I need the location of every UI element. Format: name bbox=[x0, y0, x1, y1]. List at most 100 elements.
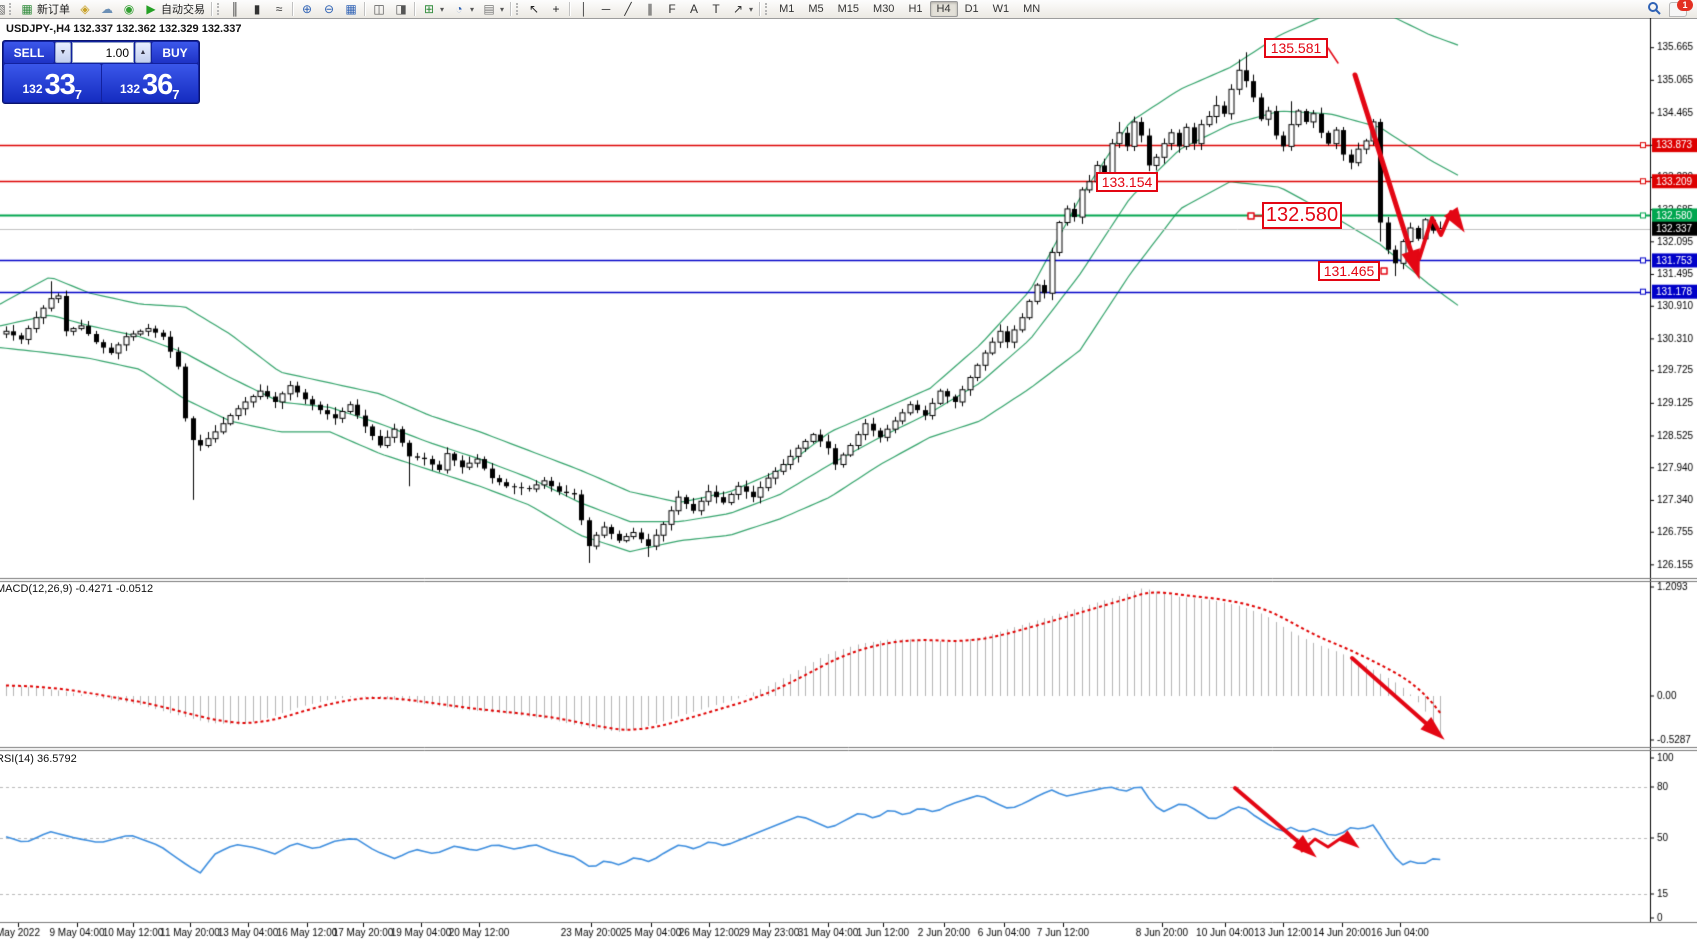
timeframe-MN[interactable]: MN bbox=[1023, 3, 1041, 15]
fibonacci-button[interactable]: F bbox=[661, 0, 683, 18]
autotrading-icon: ▶ bbox=[146, 2, 156, 16]
new-order-button[interactable]: ▦ 新订单 bbox=[16, 0, 74, 19]
horizontal-line-button[interactable]: ─ bbox=[595, 0, 617, 18]
buy-button[interactable]: BUY bbox=[152, 42, 198, 63]
template-icon: ▤ bbox=[483, 2, 495, 16]
macd-indicator-label: MACD(12,26,9) -0.4271 -0.0512 bbox=[0, 583, 154, 595]
label-button[interactable]: T bbox=[705, 0, 727, 18]
add-indicator-icon: ⊞ bbox=[423, 2, 435, 16]
buy-price-sup: 7 bbox=[172, 87, 180, 102]
dropdown-caret-icon[interactable]: ▾ bbox=[749, 4, 754, 14]
horizontal-line-icon: ─ bbox=[601, 2, 611, 16]
bar-chart-button[interactable]: ║ bbox=[224, 0, 246, 18]
market-watch-icon: ◉ bbox=[123, 2, 135, 16]
text-button[interactable]: A bbox=[683, 0, 705, 18]
timeframe-M15[interactable]: M15 bbox=[837, 3, 860, 15]
timeframe-M30[interactable]: M30 bbox=[873, 3, 895, 15]
chart-shift-button[interactable]: ◨ bbox=[390, 0, 412, 18]
cursor-button[interactable]: ↖ bbox=[523, 0, 545, 18]
one-click-trading-panel: SELL ▼ 1.00 ▲ BUY 132 33 7 132 36 7 bbox=[2, 40, 200, 104]
template-button[interactable]: ▤ ▾ bbox=[478, 0, 508, 18]
sell-price-sup: 7 bbox=[74, 87, 83, 102]
buy-price-small: 132 bbox=[119, 82, 141, 96]
toolbar-drag-handle bbox=[516, 3, 521, 15]
label-icon: T bbox=[712, 2, 720, 16]
toolbar-separator bbox=[292, 2, 294, 16]
messages-icon[interactable]: 1 bbox=[1669, 0, 1693, 17]
trendline-icon: ╱ bbox=[624, 2, 632, 16]
zoom-out-icon: ⊖ bbox=[323, 2, 335, 16]
timeframe-D1[interactable]: D1 bbox=[964, 3, 979, 15]
line-chart-button[interactable]: ≈ bbox=[268, 0, 290, 18]
fibonacci-icon: F bbox=[668, 2, 676, 16]
autotrading-button[interactable]: ▶ 自动交易 bbox=[140, 0, 209, 19]
timeframe-H1[interactable]: H1 bbox=[908, 3, 923, 15]
sell-price-small: 132 bbox=[22, 82, 43, 96]
dropdown-caret-icon[interactable]: ▾ bbox=[500, 4, 505, 14]
toolbar-separator bbox=[211, 2, 213, 16]
toolbar-separator bbox=[510, 2, 513, 16]
autotrading-label: 自动交易 bbox=[161, 4, 205, 16]
channel-icon: ∥ bbox=[647, 2, 654, 16]
timeframe-W1[interactable]: W1 bbox=[992, 3, 1010, 15]
timeframe-M5[interactable]: M5 bbox=[808, 3, 824, 15]
crosshair-icon: + bbox=[552, 2, 560, 16]
period-button[interactable]: ◔ ▾ bbox=[448, 0, 478, 18]
volume-down-button[interactable]: ▼ bbox=[55, 42, 71, 63]
volume-stepper: ▼ 1.00 ▲ bbox=[55, 42, 151, 63]
main-toolbar: ▧▦新订单◈☁◉▶自动交易║▮≈⊕⊖▦◫◨⊞▾◔▾▤▾↖+│─╱∥FAT↗▾M1… bbox=[0, 0, 1697, 19]
sponge-icon: ◈ bbox=[80, 2, 90, 16]
new-order-icon: ▦ bbox=[21, 2, 33, 16]
toolbar-drag-handle bbox=[765, 3, 770, 15]
chart-title: USDJPY-,H4 132.337 132.362 132.329 132.3… bbox=[6, 23, 242, 35]
add-indicator-button[interactable]: ⊞ ▾ bbox=[418, 0, 448, 18]
bar-chart-icon: ║ bbox=[230, 2, 240, 16]
text-icon: A bbox=[690, 2, 699, 16]
vertical-line-icon: │ bbox=[580, 2, 588, 16]
zoom-out-button[interactable]: ⊖ bbox=[318, 0, 340, 18]
tile-windows-button[interactable]: ▦ bbox=[340, 0, 362, 18]
chart-canvas[interactable] bbox=[0, 18, 1697, 945]
auto-scroll-icon: ◫ bbox=[373, 2, 385, 16]
toolbar-separator bbox=[759, 2, 762, 16]
candlestick-chart-button[interactable]: ▮ bbox=[246, 0, 268, 18]
chart-shift-icon: ◨ bbox=[395, 2, 407, 16]
toolbar-drag-handle bbox=[217, 3, 222, 15]
rsi-indicator-label: RSI(14) 36.5792 bbox=[0, 753, 77, 765]
new-order-label: 新订单 bbox=[37, 4, 70, 16]
notification-badge: 1 bbox=[1677, 0, 1693, 11]
line-chart-icon: ≈ bbox=[275, 2, 283, 16]
market-watch-button[interactable]: ◉ bbox=[118, 0, 140, 18]
metaeditor-icon: ☁ bbox=[101, 2, 113, 16]
toolbar-right-group: 1 bbox=[1647, 0, 1697, 18]
cut-icon: ▧ bbox=[0, 2, 7, 16]
toolbar-drag-handle bbox=[9, 3, 14, 15]
search-icon[interactable] bbox=[1647, 1, 1661, 18]
sell-price-button[interactable]: 132 33 7 bbox=[4, 64, 101, 102]
timeframe-H4[interactable]: H4 bbox=[929, 1, 958, 17]
auto-scroll-button[interactable]: ◫ bbox=[368, 0, 390, 18]
vertical-line-button[interactable]: │ bbox=[573, 0, 595, 18]
dropdown-caret-icon[interactable]: ▾ bbox=[470, 4, 475, 14]
volume-field[interactable]: 1.00 bbox=[72, 42, 134, 63]
shapes-button[interactable]: ↗ ▾ bbox=[727, 0, 757, 18]
shapes-icon: ↗ bbox=[733, 2, 744, 16]
timeframe-M1[interactable]: M1 bbox=[779, 3, 795, 15]
toolbar-separator bbox=[414, 2, 416, 16]
tile-windows-icon: ▦ bbox=[345, 2, 357, 16]
cursor-icon: ↖ bbox=[529, 2, 540, 16]
dropdown-caret-icon[interactable]: ▾ bbox=[440, 4, 445, 14]
zoom-in-button[interactable]: ⊕ bbox=[296, 0, 318, 18]
volume-up-button[interactable]: ▲ bbox=[135, 42, 151, 63]
sell-button[interactable]: SELL bbox=[4, 42, 54, 63]
trendline-button[interactable]: ╱ bbox=[617, 0, 639, 18]
sponge-button[interactable]: ◈ bbox=[74, 0, 96, 18]
buy-price-big: 36 bbox=[142, 69, 173, 101]
metaeditor-button[interactable]: ☁ bbox=[96, 0, 118, 18]
sell-price-big: 33 bbox=[44, 69, 76, 101]
toolbar-separator bbox=[364, 2, 366, 16]
channel-button[interactable]: ∥ bbox=[639, 0, 661, 18]
buy-price-button[interactable]: 132 36 7 bbox=[101, 64, 198, 102]
crosshair-button[interactable]: + bbox=[545, 0, 567, 18]
